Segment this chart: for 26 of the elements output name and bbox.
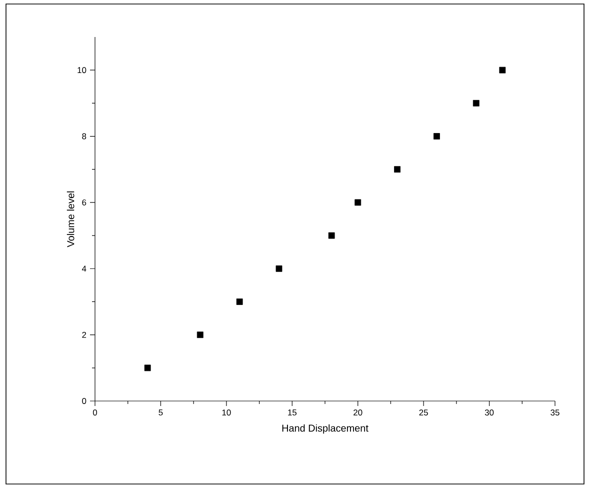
point — [328, 232, 335, 239]
point — [394, 166, 400, 173]
point — [499, 66, 506, 74]
point — [196, 332, 204, 338]
y-tick-label: 4 — [82, 266, 86, 272]
y-tick-label: 10 — [78, 67, 86, 74]
point — [144, 364, 151, 372]
point — [434, 133, 440, 140]
y-tick-label: 2 — [82, 332, 86, 338]
x-tick-label: 15 — [288, 410, 297, 416]
point — [472, 100, 480, 106]
x-tick-label: 25 — [419, 410, 428, 416]
y-tick-label: 0 — [82, 398, 86, 404]
x-axis-title: Hand Displacement — [282, 424, 368, 434]
y-tick-label: 8 — [82, 133, 86, 140]
x-tick-label: 0 — [92, 410, 98, 416]
point — [236, 298, 243, 305]
x-tick-label: 5 — [158, 410, 163, 416]
point — [354, 199, 362, 206]
x-tick-label: 35 — [550, 410, 560, 416]
point — [276, 265, 282, 272]
x-tick-label: 30 — [484, 410, 494, 416]
y-axis-title: Volume level — [66, 191, 74, 248]
x-tick-label: 20 — [354, 410, 362, 416]
y-tick-label: 6 — [82, 199, 86, 206]
x-tick-label: 10 — [222, 410, 231, 416]
